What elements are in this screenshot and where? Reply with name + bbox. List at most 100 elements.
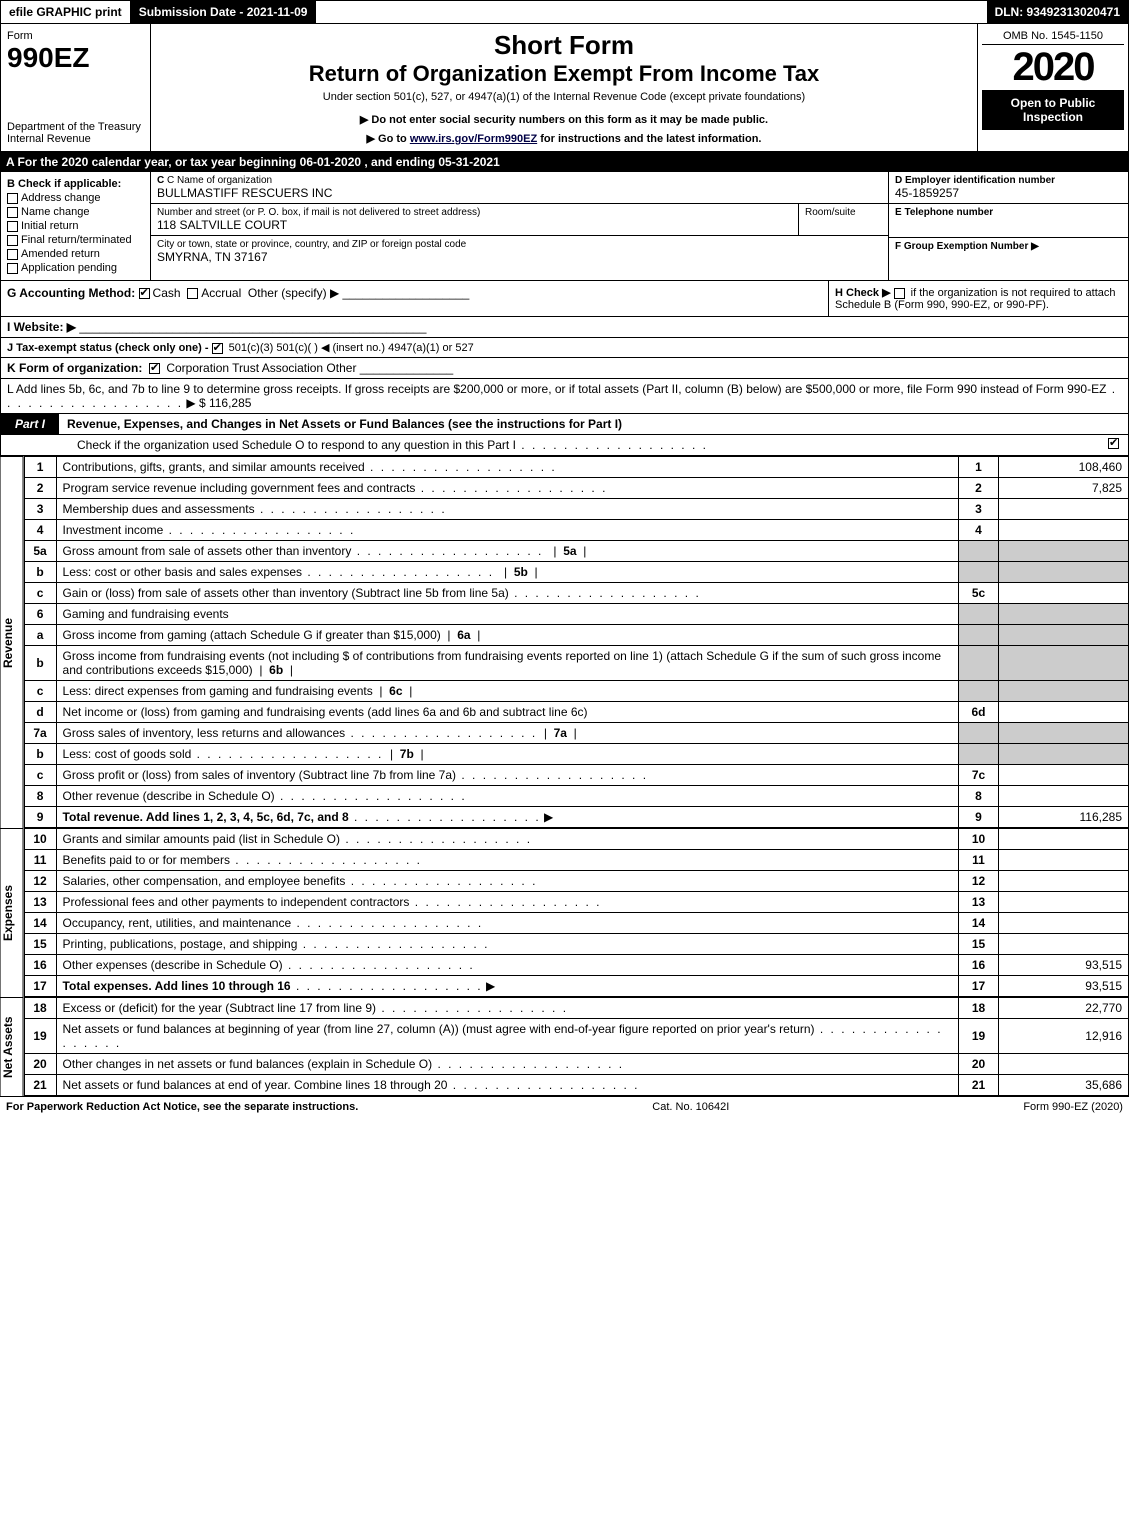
l4-num: 4 xyxy=(24,520,56,541)
l18-text: Excess or (deficit) for the year (Subtra… xyxy=(63,1001,376,1015)
catalog-number: Cat. No. 10642I xyxy=(652,1101,729,1113)
l10-text: Grants and similar amounts paid (list in… xyxy=(63,832,340,846)
l16-text: Other expenses (describe in Schedule O) xyxy=(63,958,283,972)
l1-box: 1 xyxy=(959,457,999,478)
submission-date: Submission Date - 2021-11-09 xyxy=(131,1,317,23)
cb-name-change[interactable] xyxy=(7,207,18,218)
c-label: C C Name of organization xyxy=(157,175,882,186)
l8-num: 8 xyxy=(24,786,56,807)
l20-val xyxy=(999,1054,1129,1075)
part-i-title: Revenue, Expenses, and Changes in Net As… xyxy=(59,417,622,431)
l2-num: 2 xyxy=(24,478,56,499)
cb-schedule-o[interactable] xyxy=(1108,438,1119,449)
expenses-label: Expenses xyxy=(0,828,24,997)
entity-block: B Check if applicable: Address change Na… xyxy=(0,172,1129,281)
cb-address-change[interactable] xyxy=(7,193,18,204)
section-i: I Website: ▶ ___________________________… xyxy=(0,317,1129,338)
l5b-val xyxy=(999,562,1129,583)
l21-num: 21 xyxy=(24,1075,56,1096)
l9-box: 9 xyxy=(959,807,999,828)
l6d-box: 6d xyxy=(959,702,999,723)
section-a: A For the 2020 calendar year, or tax yea… xyxy=(0,152,1129,172)
l3-num: 3 xyxy=(24,499,56,520)
l15-box: 15 xyxy=(959,934,999,955)
addr-label: Number and street (or P. O. box, if mail… xyxy=(157,207,792,218)
cb-application-pending[interactable] xyxy=(7,263,18,274)
l17-num: 17 xyxy=(24,976,56,997)
short-form-title: Short Form xyxy=(157,30,971,61)
l11-text: Benefits paid to or for members xyxy=(63,853,230,867)
expenses-table: 10 Grants and similar amounts paid (list … xyxy=(24,828,1129,997)
cb-corporation[interactable] xyxy=(149,363,160,374)
l7a-shade xyxy=(959,723,999,744)
l10-box: 10 xyxy=(959,829,999,850)
l7c-box: 7c xyxy=(959,765,999,786)
l5a-shade xyxy=(959,541,999,562)
l5b-num: b xyxy=(24,562,56,583)
l7c-text: Gross profit or (loss) from sales of inv… xyxy=(63,768,456,782)
e-label: E Telephone number xyxy=(895,207,1122,218)
b-opt-3: Final return/terminated xyxy=(21,234,132,246)
l6a-shade xyxy=(959,625,999,646)
section-k: K Form of organization: Corporation Trus… xyxy=(0,358,1129,379)
revenue-section: Revenue 1Contributions, gifts, grants, a… xyxy=(0,456,1129,828)
l17-text: Total expenses. Add lines 10 through 16 xyxy=(63,979,291,993)
l17-val: 93,515 xyxy=(999,976,1129,997)
goto-line: ▶ Go to www.irs.gov/Form990EZ for instru… xyxy=(157,132,971,145)
form-ref: Form 990-EZ (2020) xyxy=(1023,1101,1123,1113)
section-h: H Check ▶ if the organization is not req… xyxy=(828,281,1128,316)
ein: 45-1859257 xyxy=(895,186,1122,200)
paperwork-notice: For Paperwork Reduction Act Notice, see … xyxy=(6,1101,358,1113)
form-number: 990EZ xyxy=(7,42,144,74)
l6b-shade xyxy=(959,646,999,681)
l7b-val xyxy=(999,744,1129,765)
omb-number: OMB No. 1545-1150 xyxy=(982,28,1124,45)
l7a-num: 7a xyxy=(24,723,56,744)
l2-text: Program service revenue including govern… xyxy=(63,481,416,495)
cb-initial-return[interactable] xyxy=(7,221,18,232)
l7b-shade xyxy=(959,744,999,765)
l14-text: Occupancy, rent, utilities, and maintena… xyxy=(63,916,292,930)
section-l: L Add lines 5b, 6c, and 7b to line 9 to … xyxy=(0,379,1129,414)
l16-box: 16 xyxy=(959,955,999,976)
under-section: Under section 501(c), 527, or 4947(a)(1)… xyxy=(157,91,971,103)
dln: DLN: 93492313020471 xyxy=(987,1,1128,23)
l6-val xyxy=(999,604,1129,625)
cb-amended-return[interactable] xyxy=(7,249,18,260)
l15-num: 15 xyxy=(24,934,56,955)
cb-cash[interactable] xyxy=(139,288,150,299)
netassets-table: 18Excess or (deficit) for the year (Subt… xyxy=(24,997,1129,1096)
l20-box: 20 xyxy=(959,1054,999,1075)
g-cash: Cash xyxy=(153,286,181,300)
open-public: Open to Public Inspection xyxy=(982,90,1124,130)
cb-final-return[interactable] xyxy=(7,235,18,246)
g-accrual: Accrual xyxy=(201,286,241,300)
l6c-shade xyxy=(959,681,999,702)
l8-text: Other revenue (describe in Schedule O) xyxy=(63,789,275,803)
l4-text: Investment income xyxy=(63,523,164,537)
f-label: F Group Exemption Number ▶ xyxy=(895,241,1122,252)
l8-val xyxy=(999,786,1129,807)
part-i-header: Part I Revenue, Expenses, and Changes in… xyxy=(0,414,1129,435)
l10-num: 10 xyxy=(24,829,56,850)
l19-box: 19 xyxy=(959,1019,999,1054)
l1-text: Contributions, gifts, grants, and simila… xyxy=(63,460,365,474)
l6b-num: b xyxy=(24,646,56,681)
l6d-val xyxy=(999,702,1129,723)
l19-num: 19 xyxy=(24,1019,56,1054)
l11-box: 11 xyxy=(959,850,999,871)
b-opt-4: Amended return xyxy=(21,248,100,260)
dept-treasury: Department of the Treasury xyxy=(7,121,144,133)
cb-501c3[interactable] xyxy=(212,343,223,354)
irs-link[interactable]: www.irs.gov/Form990EZ xyxy=(410,133,537,145)
l5a-num: 5a xyxy=(24,541,56,562)
l17-box: 17 xyxy=(959,976,999,997)
l6d-text: Net income or (loss) from gaming and fun… xyxy=(56,702,958,723)
section-g: G Accounting Method: Cash Accrual Other … xyxy=(1,281,828,316)
cb-h[interactable] xyxy=(894,288,905,299)
cb-accrual[interactable] xyxy=(187,288,198,299)
l5b-text: Less: cost or other basis and sales expe… xyxy=(63,565,302,579)
l19-val: 12,916 xyxy=(999,1019,1129,1054)
l16-val: 93,515 xyxy=(999,955,1129,976)
l6c-val xyxy=(999,681,1129,702)
